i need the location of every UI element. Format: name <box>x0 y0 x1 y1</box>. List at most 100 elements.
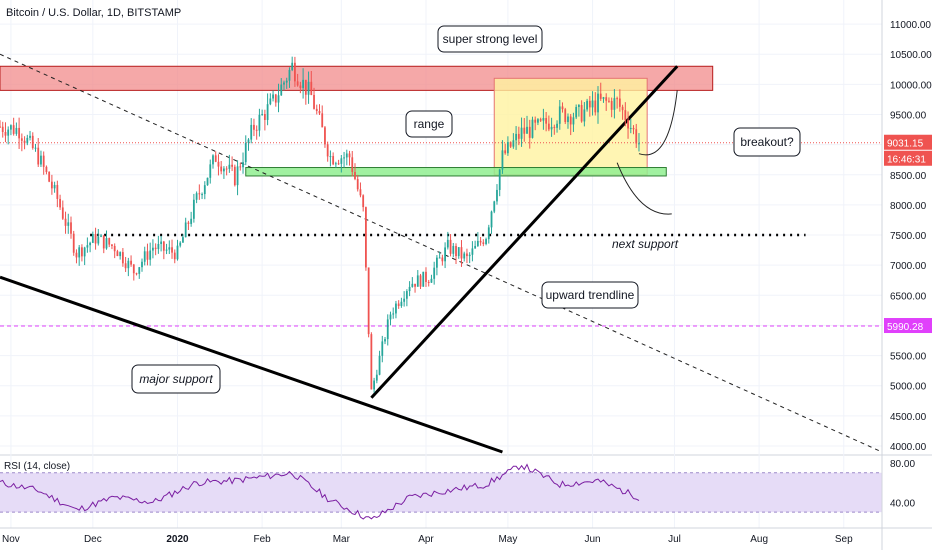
candle-body <box>597 93 599 113</box>
candle-body <box>348 153 351 158</box>
candle-body <box>94 233 97 244</box>
candle-body <box>386 319 389 340</box>
candle-body <box>556 123 558 128</box>
candle-body <box>528 126 531 138</box>
candle-body <box>280 84 283 96</box>
candle-body <box>362 195 365 208</box>
range-label: range <box>414 117 445 131</box>
candle-body <box>127 260 130 269</box>
candle-body <box>479 240 482 243</box>
candle-body <box>214 155 217 162</box>
candle-body <box>558 106 561 124</box>
candle-body <box>78 247 81 258</box>
candle-body <box>608 100 610 102</box>
candle-body <box>351 157 354 172</box>
candle-body <box>345 153 348 158</box>
candle-body <box>455 245 457 257</box>
rsi-pane: 80.00 40.00 <box>0 459 915 520</box>
downtrend-dashed-line <box>0 53 883 453</box>
candle-body <box>332 156 335 165</box>
candle-body <box>550 126 553 130</box>
candle-body <box>45 166 48 173</box>
candle-body <box>373 380 375 390</box>
candle-body <box>422 271 425 287</box>
candle-body <box>315 108 318 112</box>
candle-body <box>367 267 370 335</box>
candle-body <box>116 251 119 257</box>
candle-body <box>263 114 266 120</box>
candle-body <box>591 100 594 108</box>
candle-body <box>318 111 321 114</box>
candle-body <box>23 140 26 144</box>
candle-body <box>512 140 515 147</box>
time-tick: Sep <box>835 534 853 545</box>
candle-body <box>168 247 171 250</box>
candle-body <box>89 242 92 246</box>
price-tick: 7000.00 <box>890 261 927 272</box>
candle-body <box>176 245 179 260</box>
candle-body <box>244 143 247 163</box>
candle-body <box>569 116 572 125</box>
candle-body <box>138 267 141 274</box>
candle-body <box>575 106 578 118</box>
level-badge-bg <box>884 318 932 334</box>
candle-body <box>542 118 545 121</box>
rsi-line <box>0 463 640 520</box>
time-tick: May <box>498 534 517 545</box>
candle-body <box>233 166 236 186</box>
candle-body <box>162 241 165 251</box>
upward-trendline-label-box <box>541 281 639 309</box>
candle-body <box>517 133 520 139</box>
candle-body <box>545 118 548 124</box>
candle-body <box>359 189 362 196</box>
candle-body <box>395 303 397 314</box>
candle-body <box>441 257 444 262</box>
candle-body <box>124 263 127 269</box>
candle-body <box>389 314 392 320</box>
candle-body <box>616 98 619 100</box>
current-price-badge-bg <box>884 134 932 150</box>
next-support-label: next support <box>612 237 679 251</box>
candle-body <box>154 247 157 250</box>
time-tick: Mar <box>333 534 351 545</box>
candle-body <box>212 155 214 165</box>
candle-body <box>466 253 468 257</box>
major-support-label-box <box>131 364 221 394</box>
candle-body <box>534 119 537 123</box>
time-tick: 2020 <box>166 534 189 545</box>
candle-body <box>365 207 367 268</box>
candle-body <box>184 222 187 238</box>
symbol-title: Bitcoin / U.S. Dollar, 1D, BITSTAMP <box>6 7 181 19</box>
candle-body <box>621 106 624 111</box>
candle-body <box>100 235 102 237</box>
candle-body <box>474 245 477 249</box>
price-tick: 10500.00 <box>890 50 932 61</box>
candle-body <box>171 247 173 253</box>
candle-body <box>18 127 21 139</box>
candle-body <box>627 120 629 129</box>
candle-body <box>370 334 373 390</box>
candle-body <box>457 247 460 257</box>
countdown-bg <box>884 150 932 166</box>
level-badge: 5990.28 <box>887 322 924 333</box>
candle-body <box>152 247 154 251</box>
candle-body <box>272 94 274 99</box>
candle-body <box>476 240 479 246</box>
candle-body <box>48 172 51 182</box>
candle-body <box>86 245 89 248</box>
candle-body <box>37 147 40 165</box>
candle-body <box>313 94 315 109</box>
candle-body <box>392 313 395 315</box>
candle-body <box>444 247 446 262</box>
candle-body <box>509 142 512 147</box>
candle-body <box>81 247 83 257</box>
candle-body <box>507 142 509 154</box>
candle-body <box>102 235 105 249</box>
candle-body <box>561 106 564 110</box>
candle-body <box>173 252 176 260</box>
candle-body <box>72 233 75 253</box>
candle-body <box>149 250 152 260</box>
